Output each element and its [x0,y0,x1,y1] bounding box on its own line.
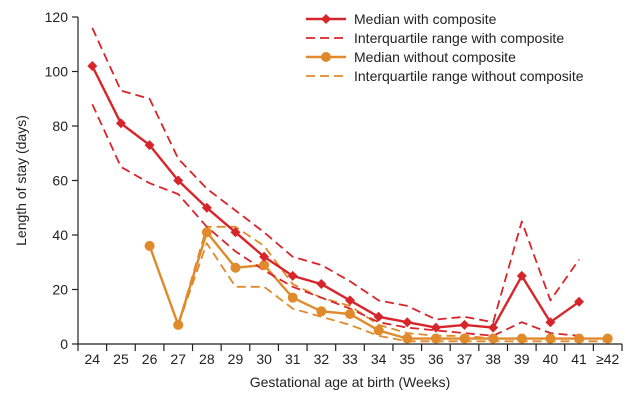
point-median-with-composite [545,317,556,328]
point-median-with-composite [459,319,470,330]
y-axis-title: Length of stay (days) [13,115,29,246]
x-tick-label: ≥42 [596,351,619,367]
axes [72,16,623,351]
y-tick-label: 0 [60,336,68,352]
x-tick-label: 38 [485,351,501,367]
legend-label: Interquartile range with composite [354,30,564,46]
tick-labels: 0 20 40 60 80 100 120 24 25 26 27 28 29 30 31 32 33 34 35 3… [45,9,620,367]
x-tick-label: 37 [457,351,473,367]
point-median-with-composite [488,322,499,333]
point-median-with-composite [345,295,355,306]
point-median-without-composite [459,333,470,344]
x-axis-title: Gestational age at birth (Weeks) [250,374,451,390]
iqr-with-composite-upper [91,27,580,324]
y-tick-label: 120 [45,9,69,25]
point-median-without-composite [516,333,527,344]
point-median-without-composite [345,309,355,320]
point-median-without-composite [316,306,327,317]
point-median-with-composite [574,296,585,307]
x-tick-label: 29 [228,351,244,367]
iqr-without-composite-lower [177,242,608,343]
point-median-without-composite [173,319,184,330]
point-median-with-composite [87,61,98,72]
point-median-without-composite [488,333,499,344]
point-median-without-composite [201,227,212,238]
y-tick-label: 60 [52,173,68,189]
point-median-with-composite [144,140,155,151]
legend-marker-diamond [321,14,331,24]
point-median-without-composite [230,262,241,273]
x-tick-label: 27 [170,351,186,367]
point-median-without-composite [430,333,441,344]
legend-item-iqr-with-composite: Interquartile range with composite [306,30,564,46]
point-median-with-composite [316,279,327,290]
legend-marker-circle [321,52,331,62]
point-median-with-composite [173,175,184,186]
point-median-without-composite [373,325,384,336]
point-median-without-composite [574,333,585,344]
point-median-with-composite [516,270,527,281]
x-tick-label: 31 [285,351,301,367]
x-tick-label: 40 [543,351,559,367]
legend-label: Interquartile range without composite [354,68,584,84]
series-markers [87,61,613,344]
legend: Median with composite Interquartile rang… [306,11,584,84]
x-tick-label: 32 [314,351,330,367]
median-without-composite-line [148,231,608,340]
x-tick-label: 30 [256,351,272,367]
legend-item-median-with-composite: Median with composite [306,11,497,27]
point-median-without-composite [259,259,270,270]
x-tick-label: 25 [113,351,129,367]
point-median-with-composite [201,202,212,213]
point-median-without-composite [144,240,155,251]
point-median-with-composite [373,311,384,322]
y-tick-label: 20 [52,282,68,298]
x-tick-label: 34 [371,351,387,367]
x-tick-label: 24 [85,351,101,367]
point-median-without-composite [402,333,413,344]
x-tick-label: 36 [428,351,444,367]
iqr-with-composite-lower [91,103,580,337]
x-tick-label: 41 [571,351,587,367]
point-median-with-composite [402,317,413,328]
x-tick-label: 28 [199,351,215,367]
point-median-without-composite [602,333,613,344]
point-median-without-composite [287,292,298,303]
x-tick-label: 26 [142,351,158,367]
legend-item-iqr-without-composite: Interquartile range without composite [306,68,584,84]
point-median-with-composite [287,270,298,281]
point-median-with-composite [115,118,126,129]
legend-label: Median with composite [354,11,497,27]
point-median-with-composite [259,251,270,262]
x-tick-label: 33 [342,351,358,367]
y-tick-label: 80 [52,118,68,134]
point-median-with-composite [430,322,441,333]
legend-label: Median without composite [354,49,516,65]
x-tick-label: 39 [514,351,530,367]
point-median-without-composite [545,333,556,344]
median-with-composite-line [91,65,580,329]
legend-item-median-without-composite: Median without composite [306,49,516,65]
y-tick-label: 100 [45,64,69,80]
y-tick-label: 40 [52,227,68,243]
point-median-with-composite [230,227,241,238]
x-tick-label: 35 [399,351,415,367]
